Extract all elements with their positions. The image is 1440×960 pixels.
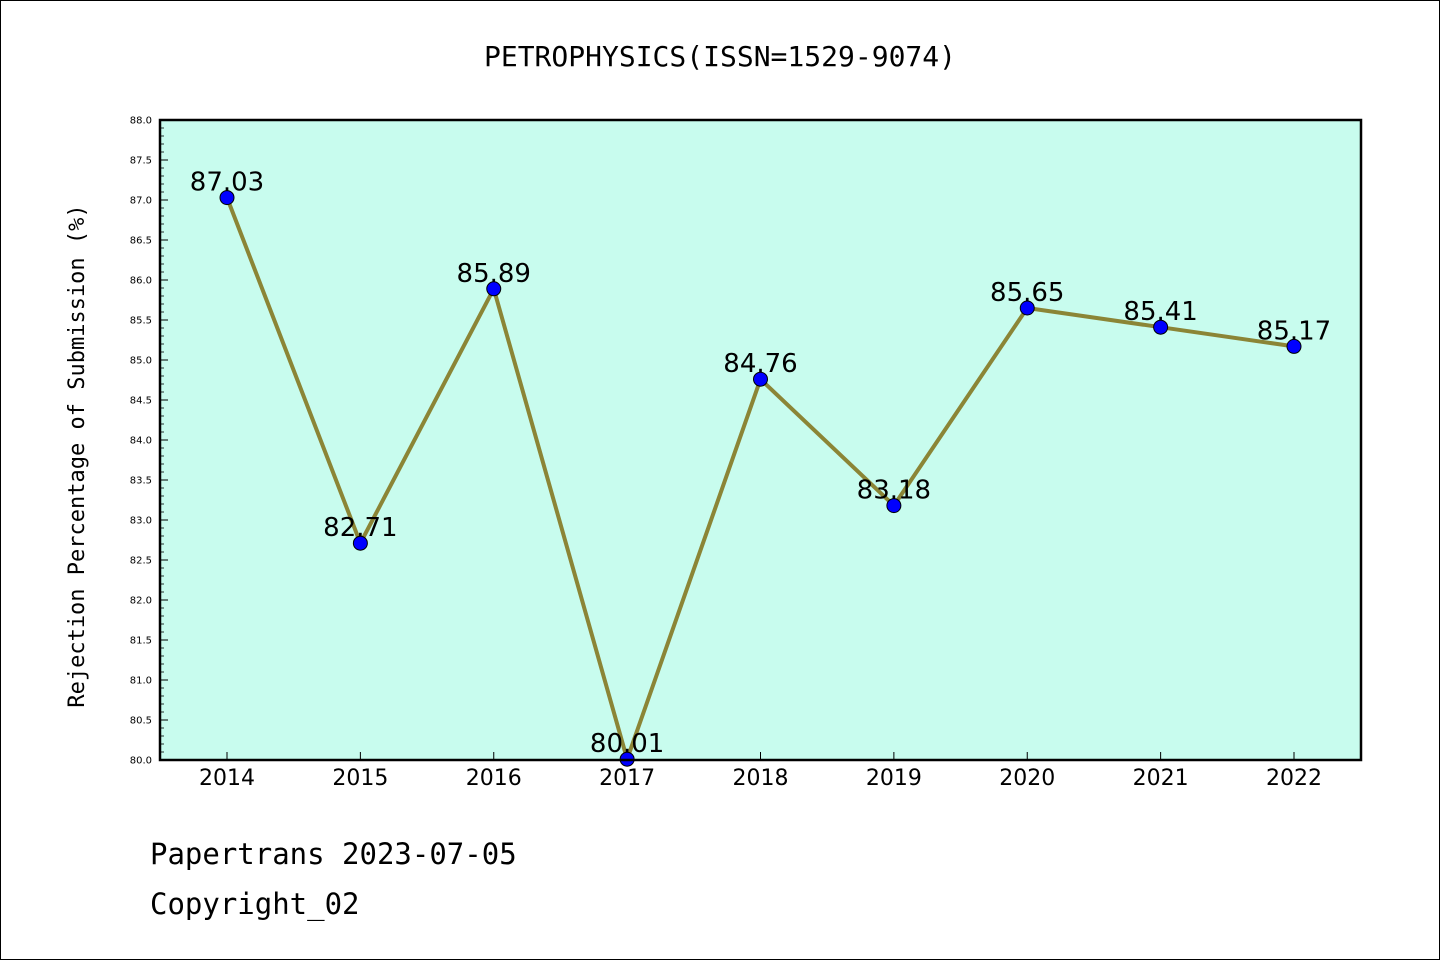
x-tick-label: 2018	[733, 766, 789, 791]
data-label: 83.18	[857, 476, 931, 506]
x-tick-label: 2015	[332, 766, 388, 791]
footer-copyright: Copyright_02	[150, 887, 360, 922]
data-point	[219, 190, 235, 206]
data-label: 85.41	[1123, 297, 1197, 327]
y-tick-label: 87.5	[130, 156, 152, 167]
x-tick-label: 2016	[466, 766, 522, 791]
x-tick-label: 2021	[1133, 766, 1189, 791]
y-tick-label: 85.5	[130, 316, 152, 327]
x-tick-label: 2017	[599, 766, 655, 791]
plot-border	[158, 118, 1363, 762]
y-axis-label: Rejection Percentage of Submission (%)	[65, 204, 90, 707]
x-tick-label: 2020	[999, 766, 1055, 791]
y-tick-label: 85.0	[130, 356, 152, 367]
data-point	[753, 371, 768, 387]
data-label: 80.01	[590, 729, 664, 759]
data-point	[486, 281, 502, 297]
y-tick-label: 83.0	[130, 516, 152, 527]
y-tick-label: 81.5	[130, 636, 152, 647]
y-tick-label: 84.5	[130, 396, 152, 407]
x-tick-label: 2014	[199, 766, 255, 791]
data-point	[352, 535, 368, 551]
data-label: 85.65	[990, 278, 1064, 308]
y-tick-label: 86.0	[130, 276, 152, 287]
x-tick-label: 2019	[866, 766, 922, 791]
y-axis-ticks: 80.0 80.5 81.0 81.5 82.0 82.5 83.0 83.5 84.0 84.5…	[130, 116, 168, 767]
plot-area	[160, 120, 1361, 760]
data-point	[1019, 300, 1035, 316]
y-tick-label: 80.5	[130, 716, 152, 727]
data-labels: 87.03 82.71 85.89 80.01 84.76 83.18 85.65 85.41…	[190, 168, 1331, 760]
y-tick-label: 83.5	[130, 476, 152, 487]
y-tick-label: 84.0	[130, 436, 152, 447]
footer-date: Papertrans 2023-07-05	[150, 837, 517, 871]
data-label: 87.03	[190, 168, 264, 198]
y-tick-label: 88.0	[130, 116, 152, 127]
x-axis-ticks: 2014 2015 2016 2017 2018 2019 2020 2021 2022	[199, 752, 1322, 791]
chart-title: PETROPHYSICS(ISSN=1529-9074)	[484, 40, 956, 73]
y-tick-label: 87.0	[130, 196, 152, 207]
y-tick-label: 80.0	[130, 756, 152, 767]
series-layer	[219, 190, 1302, 767]
x-tick-label: 2022	[1266, 766, 1322, 791]
y-tick-label: 86.5	[130, 236, 152, 247]
data-label: 85.17	[1257, 316, 1331, 346]
data-label: 82.71	[323, 513, 397, 543]
y-tick-label: 81.0	[130, 676, 152, 687]
data-point	[1286, 338, 1302, 354]
y-tick-label: 82.5	[130, 556, 152, 567]
y-tick-label: 82.0	[130, 596, 152, 607]
data-point	[886, 498, 902, 514]
data-label: 84.76	[723, 349, 797, 379]
data-point	[1153, 319, 1169, 335]
data-label: 85.89	[457, 259, 531, 289]
